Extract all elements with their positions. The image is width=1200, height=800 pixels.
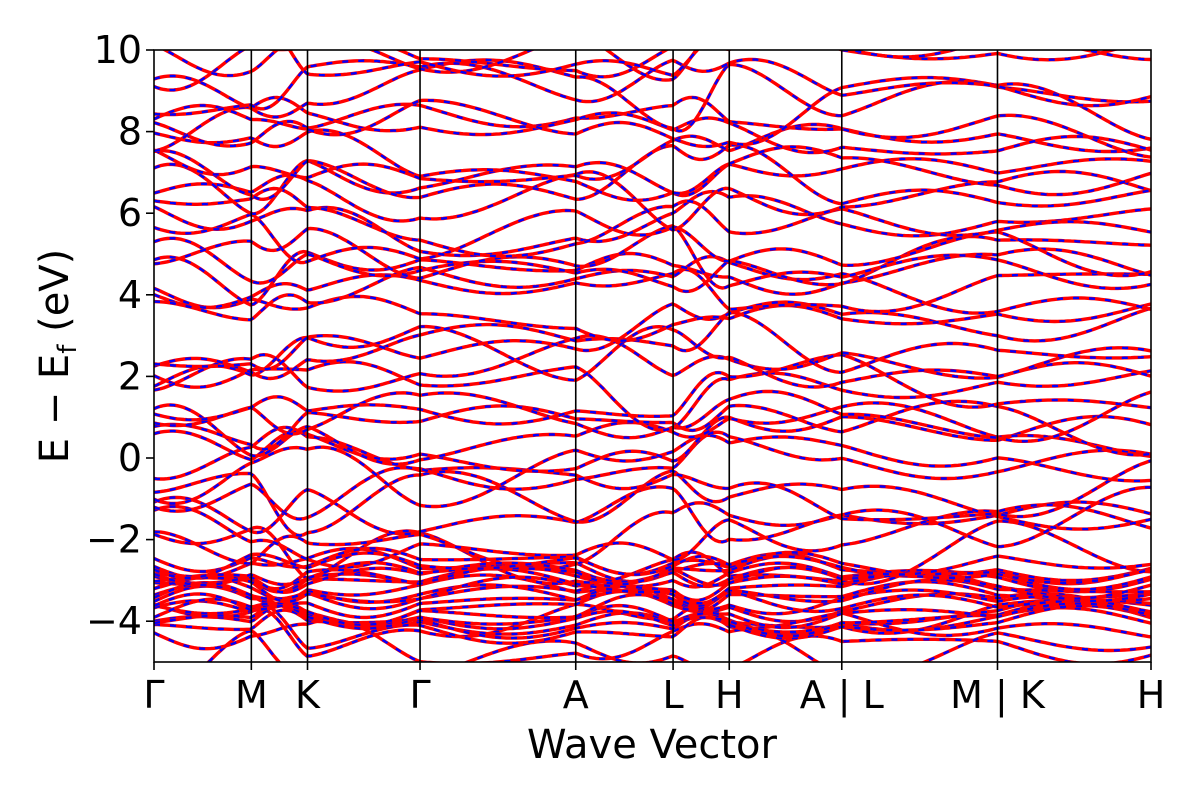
band-line-blue-dashed xyxy=(154,325,1151,389)
band-line-blue-dashed xyxy=(154,598,1151,636)
band-line-blue-dashed xyxy=(154,247,1151,307)
y-axis-title-sub: f xyxy=(53,344,83,354)
band-line-blue-dashed xyxy=(288,50,699,78)
band-line-red xyxy=(154,603,1151,650)
y-tick-label: 0 xyxy=(118,436,142,480)
y-tick-label: −2 xyxy=(86,518,142,562)
band-line-red xyxy=(154,459,1151,522)
x-tick-label: Γ xyxy=(143,673,164,717)
x-tick-label: L xyxy=(662,673,683,717)
high-symmetry-lines xyxy=(250,50,999,662)
band-line-blue-dashed xyxy=(154,401,1151,466)
y-ticks: −4 −2 0 2 4 6 8 10 xyxy=(86,28,154,643)
band-line-blue-dashed xyxy=(154,170,1151,232)
band-line-blue-dashed xyxy=(154,311,1151,380)
band-line-blue-dashed xyxy=(154,360,1151,432)
band-line-red xyxy=(154,500,1151,571)
band-line-blue-dashed xyxy=(154,287,1151,342)
band-line-red xyxy=(287,50,700,78)
band-line-blue-dashed xyxy=(154,300,1151,371)
x-tick-label: H xyxy=(715,673,744,717)
band-line-blue-dashed xyxy=(154,50,1118,92)
band-line-blue-dashed xyxy=(154,268,1151,313)
band-line-blue-dashed xyxy=(154,58,1151,133)
plot-frame xyxy=(153,49,1152,663)
band-line-red xyxy=(154,468,1151,538)
band-line-blue-dashed xyxy=(154,224,1151,290)
band-line-red xyxy=(154,189,1151,258)
x-tick-label: A | L xyxy=(800,673,884,718)
y-tick-label: 2 xyxy=(118,354,142,398)
y-axis-title-main: E − E xyxy=(32,354,78,464)
band-line-red xyxy=(154,128,1151,202)
band-line-blue-dashed xyxy=(154,96,1151,156)
y-axis-title: E − Ef (eV) xyxy=(32,249,83,464)
x-tick-label: H xyxy=(1137,673,1166,717)
y-axis-title-unit: (eV) xyxy=(32,249,78,345)
band-line-blue-dashed xyxy=(154,551,1151,580)
band-line-blue-dashed xyxy=(154,123,1151,183)
band-line-blue-dashed xyxy=(154,606,1151,640)
x-axis-title: Wave Vector xyxy=(527,722,778,768)
bands-group xyxy=(154,50,1151,662)
y-tick-label: 6 xyxy=(118,191,142,235)
y-tick-label: 8 xyxy=(118,110,142,154)
band-line-blue-dashed xyxy=(154,415,1151,473)
band-line-blue-dashed xyxy=(154,390,1151,443)
band-line-blue-dashed xyxy=(154,334,1151,393)
band-line-blue-dashed xyxy=(154,571,1151,605)
y-tick-label: −4 xyxy=(86,599,142,643)
band-line-blue-dashed xyxy=(154,485,1151,548)
band-line-red xyxy=(154,157,1151,216)
band-line-red xyxy=(154,399,1151,457)
band-line-red xyxy=(154,360,1151,432)
y-tick-label: 4 xyxy=(118,273,142,317)
band-line-red xyxy=(161,50,1151,82)
band-line-blue-dashed xyxy=(154,434,1151,508)
band-line-blue-dashed xyxy=(154,143,1151,208)
band-line-red xyxy=(154,352,1151,426)
band-line-blue-dashed xyxy=(154,603,1151,640)
y-tick-label: 10 xyxy=(94,28,142,72)
x-tick-label: M | K xyxy=(950,673,1046,718)
x-tick-label: M xyxy=(235,673,268,717)
band-line-red xyxy=(154,50,1120,92)
band-line-red xyxy=(154,186,1151,258)
band-line-blue-dashed xyxy=(154,585,1151,619)
band-line-blue-dashed xyxy=(154,255,1151,322)
x-tick-label: A xyxy=(563,673,589,717)
x-tick-label: Γ xyxy=(409,673,430,717)
x-tick-label: K xyxy=(295,673,321,717)
band-line-blue-dashed xyxy=(154,554,1151,587)
band-line-blue-dashed xyxy=(154,96,1151,159)
band-line-blue-dashed xyxy=(154,565,1151,600)
